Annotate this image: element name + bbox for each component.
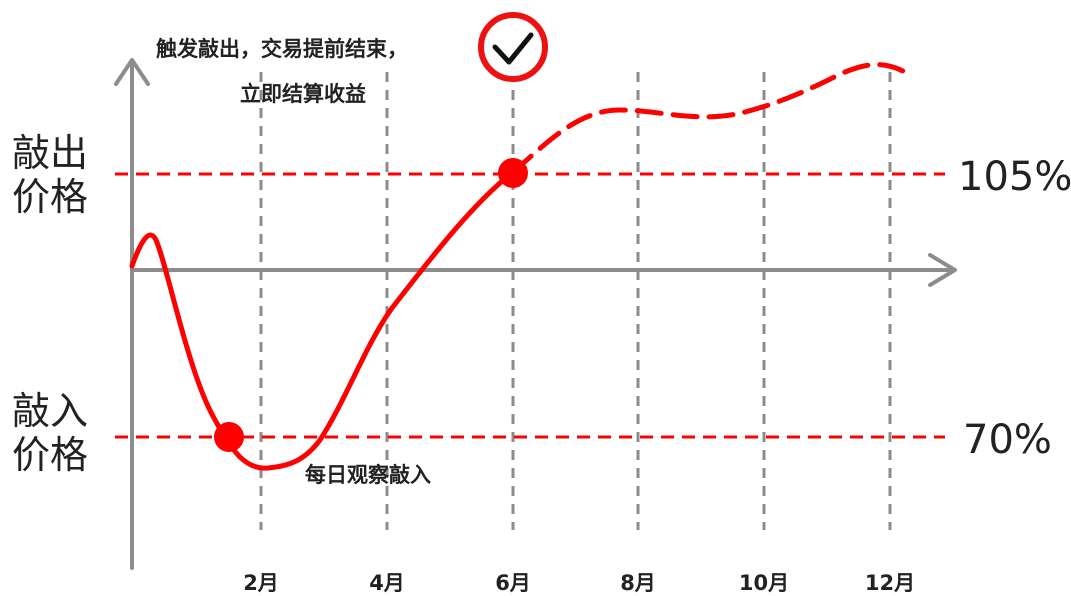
checkmark-circle-icon [478, 12, 548, 82]
month-label-4: 4月 [369, 571, 405, 595]
knockout-pct-label: 105% [958, 154, 1071, 200]
y-axis-arrow [114, 58, 150, 86]
axes [114, 58, 957, 570]
knockout-note-line1: 触发敲出，交易提前结束， [156, 37, 408, 61]
month-label-8: 8月 [620, 571, 656, 595]
month-label-2: 2月 [243, 571, 279, 595]
knockout-price-label-line1: 敲出 [12, 131, 88, 175]
price-path-dashed [510, 62, 908, 175]
knockin-price-label-line2: 价格 [12, 433, 88, 477]
month-label-10: 10月 [739, 571, 789, 595]
month-tick-labels: 2月 4月 6月 8月 10月 12月 [243, 571, 915, 595]
month-label-12: 12月 [865, 571, 915, 595]
x-axis-arrow [928, 253, 957, 287]
month-gridlines [259, 72, 892, 530]
knockout-price-label-line2: 价格 [12, 175, 88, 219]
knockin-touch-dot [214, 422, 244, 452]
knockin-price-label-line1: 敲入 [12, 389, 88, 433]
month-label-6: 6月 [495, 571, 531, 595]
price-path-solid [129, 169, 516, 471]
knockin-pct-label: 70% [963, 417, 1052, 463]
knockout-note-line2: 立即结算收益 [240, 82, 366, 106]
knockin-note: 每日观察敲入 [305, 463, 431, 487]
knockout-trigger-dot [498, 158, 528, 188]
